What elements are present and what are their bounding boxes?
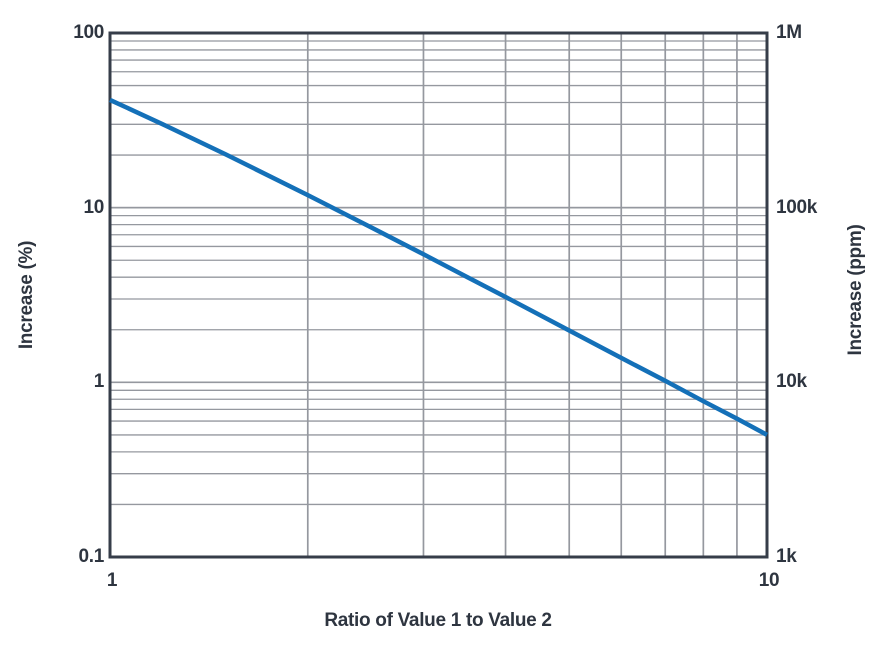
y-tick-label-left: 100 <box>73 22 104 43</box>
y-tick-label-left: 10 <box>83 196 104 218</box>
y-tick-label-left: 1 <box>93 371 105 393</box>
increase-vs-ratio-curve <box>109 97 769 437</box>
y-tick-label-right: 1M <box>776 22 802 43</box>
x-axis-title: Ratio of Value 1 to Value 2 <box>324 610 552 631</box>
x-tick-label: 10 <box>758 570 780 591</box>
y-tick-label-right: 10k <box>776 371 807 393</box>
y-tick-label-right: 1k <box>776 546 797 567</box>
right-axis-title: Increase (ppm) <box>845 224 866 356</box>
x-tick-label: 1 <box>106 570 118 591</box>
left-axis-title: Increase (%) <box>16 240 37 350</box>
y-tick-label-right: 100k <box>776 196 818 218</box>
y-tick-label-left: 0.1 <box>78 546 104 567</box>
plot-border <box>108 31 769 559</box>
